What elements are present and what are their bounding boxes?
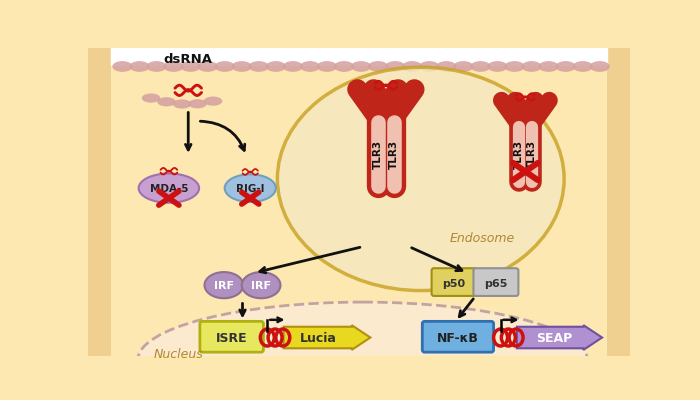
- Ellipse shape: [173, 99, 191, 109]
- Text: TLR3: TLR3: [527, 140, 537, 169]
- Text: ISRE: ISRE: [216, 332, 248, 345]
- Ellipse shape: [158, 97, 176, 106]
- Ellipse shape: [505, 61, 524, 72]
- Text: Lucia: Lucia: [300, 332, 337, 345]
- Ellipse shape: [334, 61, 354, 72]
- Ellipse shape: [141, 94, 160, 103]
- Ellipse shape: [317, 61, 337, 72]
- Ellipse shape: [470, 61, 491, 72]
- Ellipse shape: [522, 61, 542, 72]
- Ellipse shape: [556, 61, 575, 72]
- Text: RIG-I: RIG-I: [236, 184, 265, 194]
- Ellipse shape: [266, 61, 286, 72]
- Ellipse shape: [204, 272, 244, 298]
- Text: TLR3: TLR3: [514, 140, 524, 169]
- Ellipse shape: [146, 61, 167, 72]
- Ellipse shape: [351, 61, 371, 72]
- Ellipse shape: [215, 61, 235, 72]
- Ellipse shape: [454, 61, 473, 72]
- Ellipse shape: [538, 61, 559, 72]
- Ellipse shape: [225, 174, 276, 202]
- Ellipse shape: [385, 61, 405, 72]
- Ellipse shape: [241, 272, 281, 298]
- Ellipse shape: [204, 96, 223, 106]
- Ellipse shape: [368, 61, 388, 72]
- Text: TLR3: TLR3: [372, 140, 383, 169]
- Ellipse shape: [138, 302, 587, 400]
- Ellipse shape: [589, 61, 610, 72]
- Ellipse shape: [283, 61, 303, 72]
- FancyArrow shape: [284, 325, 370, 350]
- Ellipse shape: [181, 61, 201, 72]
- Ellipse shape: [139, 174, 199, 203]
- Ellipse shape: [419, 61, 440, 72]
- Ellipse shape: [277, 67, 564, 290]
- Ellipse shape: [436, 61, 456, 72]
- Ellipse shape: [573, 61, 593, 72]
- FancyBboxPatch shape: [422, 321, 493, 352]
- Ellipse shape: [300, 61, 320, 72]
- Text: Nucleus: Nucleus: [154, 348, 204, 361]
- Text: TLR3: TLR3: [389, 140, 399, 169]
- Text: p65: p65: [484, 279, 508, 289]
- Text: IRF: IRF: [214, 281, 234, 291]
- Ellipse shape: [197, 61, 218, 72]
- Ellipse shape: [487, 61, 508, 72]
- Ellipse shape: [188, 99, 207, 108]
- FancyBboxPatch shape: [473, 268, 519, 296]
- FancyBboxPatch shape: [88, 48, 111, 356]
- FancyBboxPatch shape: [111, 67, 607, 356]
- Ellipse shape: [402, 61, 422, 72]
- FancyBboxPatch shape: [607, 48, 630, 356]
- Text: Endosome: Endosome: [450, 232, 515, 246]
- FancyBboxPatch shape: [200, 321, 263, 352]
- Text: p50: p50: [442, 279, 466, 289]
- Ellipse shape: [232, 61, 252, 72]
- Ellipse shape: [248, 61, 269, 72]
- Text: SEAP: SEAP: [536, 332, 572, 345]
- Text: dsRNA: dsRNA: [164, 53, 213, 66]
- Ellipse shape: [112, 61, 132, 72]
- Text: IRF: IRF: [251, 281, 271, 291]
- Ellipse shape: [130, 61, 150, 72]
- Text: MDA-5: MDA-5: [150, 184, 188, 194]
- FancyArrow shape: [517, 325, 602, 350]
- Text: NF-κB: NF-κB: [437, 332, 479, 345]
- FancyBboxPatch shape: [432, 268, 477, 296]
- Ellipse shape: [164, 61, 183, 72]
